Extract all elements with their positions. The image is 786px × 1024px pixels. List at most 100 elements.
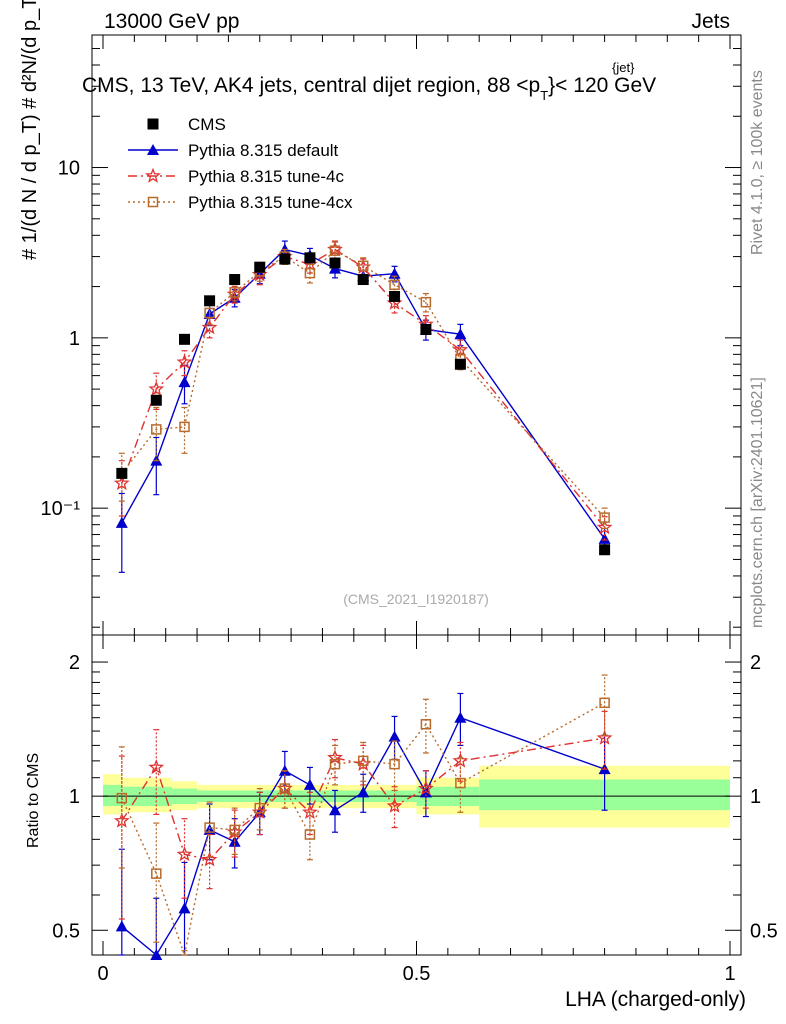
legend-marker <box>147 144 159 155</box>
legend-marker <box>147 196 159 208</box>
main-data-point <box>116 467 128 479</box>
ratio-data-point <box>229 824 240 836</box>
ratio-data-point <box>201 851 218 867</box>
ratio-data-point <box>116 792 128 804</box>
ratio-data-point <box>178 902 191 914</box>
x-tick-label: 1 <box>724 963 735 985</box>
plot-title-end: }< 120 GeV <box>548 74 656 97</box>
ratio-data-point <box>599 697 610 709</box>
main-data-point <box>254 261 266 273</box>
main-data-point <box>420 296 432 308</box>
ratio-y-tick-label-right: 2 <box>750 652 761 674</box>
main-data-point <box>420 323 432 335</box>
legend-label: Pythia 8.315 default <box>188 141 339 160</box>
main-data-point <box>150 394 162 406</box>
main-data-point <box>389 290 401 302</box>
main-y-tick-label: 1 <box>69 328 80 350</box>
ratio-data-point <box>357 755 369 767</box>
legend-marker <box>147 118 159 130</box>
ratio-panel: 0 0.5 1 2 2 1 1 0.5 0.5 <box>52 35 778 985</box>
legend-label: Pythia 8.315 tune-4cx <box>188 193 353 212</box>
main-y-tick-label: 10 <box>58 158 80 180</box>
main-data-point <box>113 474 130 490</box>
ratio-data-point <box>386 797 403 813</box>
ratio-series-line <box>121 702 605 958</box>
ratio-data-point <box>455 777 466 789</box>
x-tick-label: 0.5 <box>403 963 431 985</box>
main-ylabel-text: # 1/(d N / d p_T) # d²N/(d p_T dλ) <box>19 0 41 260</box>
ratio-y-tick-label-right: 0.5 <box>750 920 778 942</box>
main-data-point <box>357 260 369 272</box>
legend-marker <box>145 167 161 183</box>
main-data-point <box>329 245 341 256</box>
main-data-point <box>229 287 240 298</box>
main-data-point <box>304 252 316 264</box>
ratio-y-tick-label: 2 <box>69 652 80 674</box>
ratio-data-point <box>279 783 291 794</box>
side-text-top: Rivet 4.1.0, ≥ 100k events <box>749 70 766 255</box>
ratio-data-point <box>596 729 613 745</box>
main-data-point <box>179 333 191 345</box>
main-data-point <box>599 512 610 523</box>
ratio-series-line <box>121 737 605 861</box>
main-data-point <box>148 380 165 396</box>
ratio-data-point <box>329 758 341 770</box>
ratio-data-point <box>418 780 434 796</box>
ratio-data-point <box>388 730 401 742</box>
x-tick-label: 0 <box>97 963 108 985</box>
main-data-point <box>151 424 162 435</box>
main-data-point <box>596 519 613 535</box>
main-data-point <box>201 319 218 335</box>
main-y-tick-label: 10⁻¹ <box>41 498 81 520</box>
main-data-point <box>599 544 611 556</box>
main-ylabel: # 1/(d N / d p_T) # d²N/(d p_T dλ) <box>19 0 41 260</box>
main-data-point <box>454 328 467 340</box>
main-data-point <box>178 376 191 388</box>
x-axis-label: LHA (charged-only) <box>565 988 746 1011</box>
main-data-point <box>229 274 241 286</box>
main-data-point <box>204 295 216 307</box>
main-data-point <box>389 279 400 290</box>
ratio-data-point <box>254 802 265 814</box>
plot-title: CMS, 13 TeV, AK4 jets, central dijet reg… <box>82 74 656 103</box>
ratio-data-point <box>148 759 165 775</box>
ratio-y-tick-label: 1 <box>69 786 80 808</box>
ratio-data-point <box>303 778 316 790</box>
side-text-bottom: mcplots.cern.ch [arXiv:2401.10621] <box>749 377 766 628</box>
ratio-data-point <box>176 846 193 862</box>
main-series-line <box>121 248 606 540</box>
ratio-y-tick-label: 0.5 <box>52 920 80 942</box>
main-series-line <box>121 248 606 528</box>
ratio-data-point <box>151 868 162 879</box>
ratio-data-point <box>304 829 316 840</box>
header-right: Jets <box>691 10 730 33</box>
legend-label: CMS <box>188 115 226 134</box>
ratio-data-point <box>150 949 163 960</box>
ratio-data-point <box>357 786 370 798</box>
legend-label: Pythia 8.315 tune-4c <box>188 167 344 186</box>
ratio-data-point <box>204 822 215 833</box>
main-data-point <box>115 516 128 528</box>
main-data-point <box>179 421 190 433</box>
main-data-point <box>304 267 316 279</box>
main-panel: 10 1 10⁻¹ <box>41 34 742 636</box>
main-data-point <box>176 353 193 369</box>
ratio-data-point <box>115 920 128 932</box>
main-data-point <box>454 358 466 370</box>
ratio-ylabel: Ratio to CMS <box>25 753 42 848</box>
main-data-point <box>279 253 291 265</box>
header-left: 13000 GeV pp <box>104 10 239 33</box>
ratio-data-point <box>328 804 341 816</box>
main-series-line <box>121 249 606 519</box>
main-data-point <box>329 257 341 269</box>
legend: CMS Pythia 8.315 default Pythia 8.315 tune… <box>128 115 353 212</box>
plot-title-sup: {jet} <box>612 60 635 75</box>
main-data-point <box>357 274 369 286</box>
ratio-series-line <box>121 716 605 957</box>
ratio-data-point <box>454 711 467 723</box>
plot-title-sub: T <box>540 88 548 103</box>
main-data-point <box>204 307 215 319</box>
ratio-y-tick-label-right: 1 <box>750 786 761 808</box>
ratio-data-point <box>420 719 432 730</box>
